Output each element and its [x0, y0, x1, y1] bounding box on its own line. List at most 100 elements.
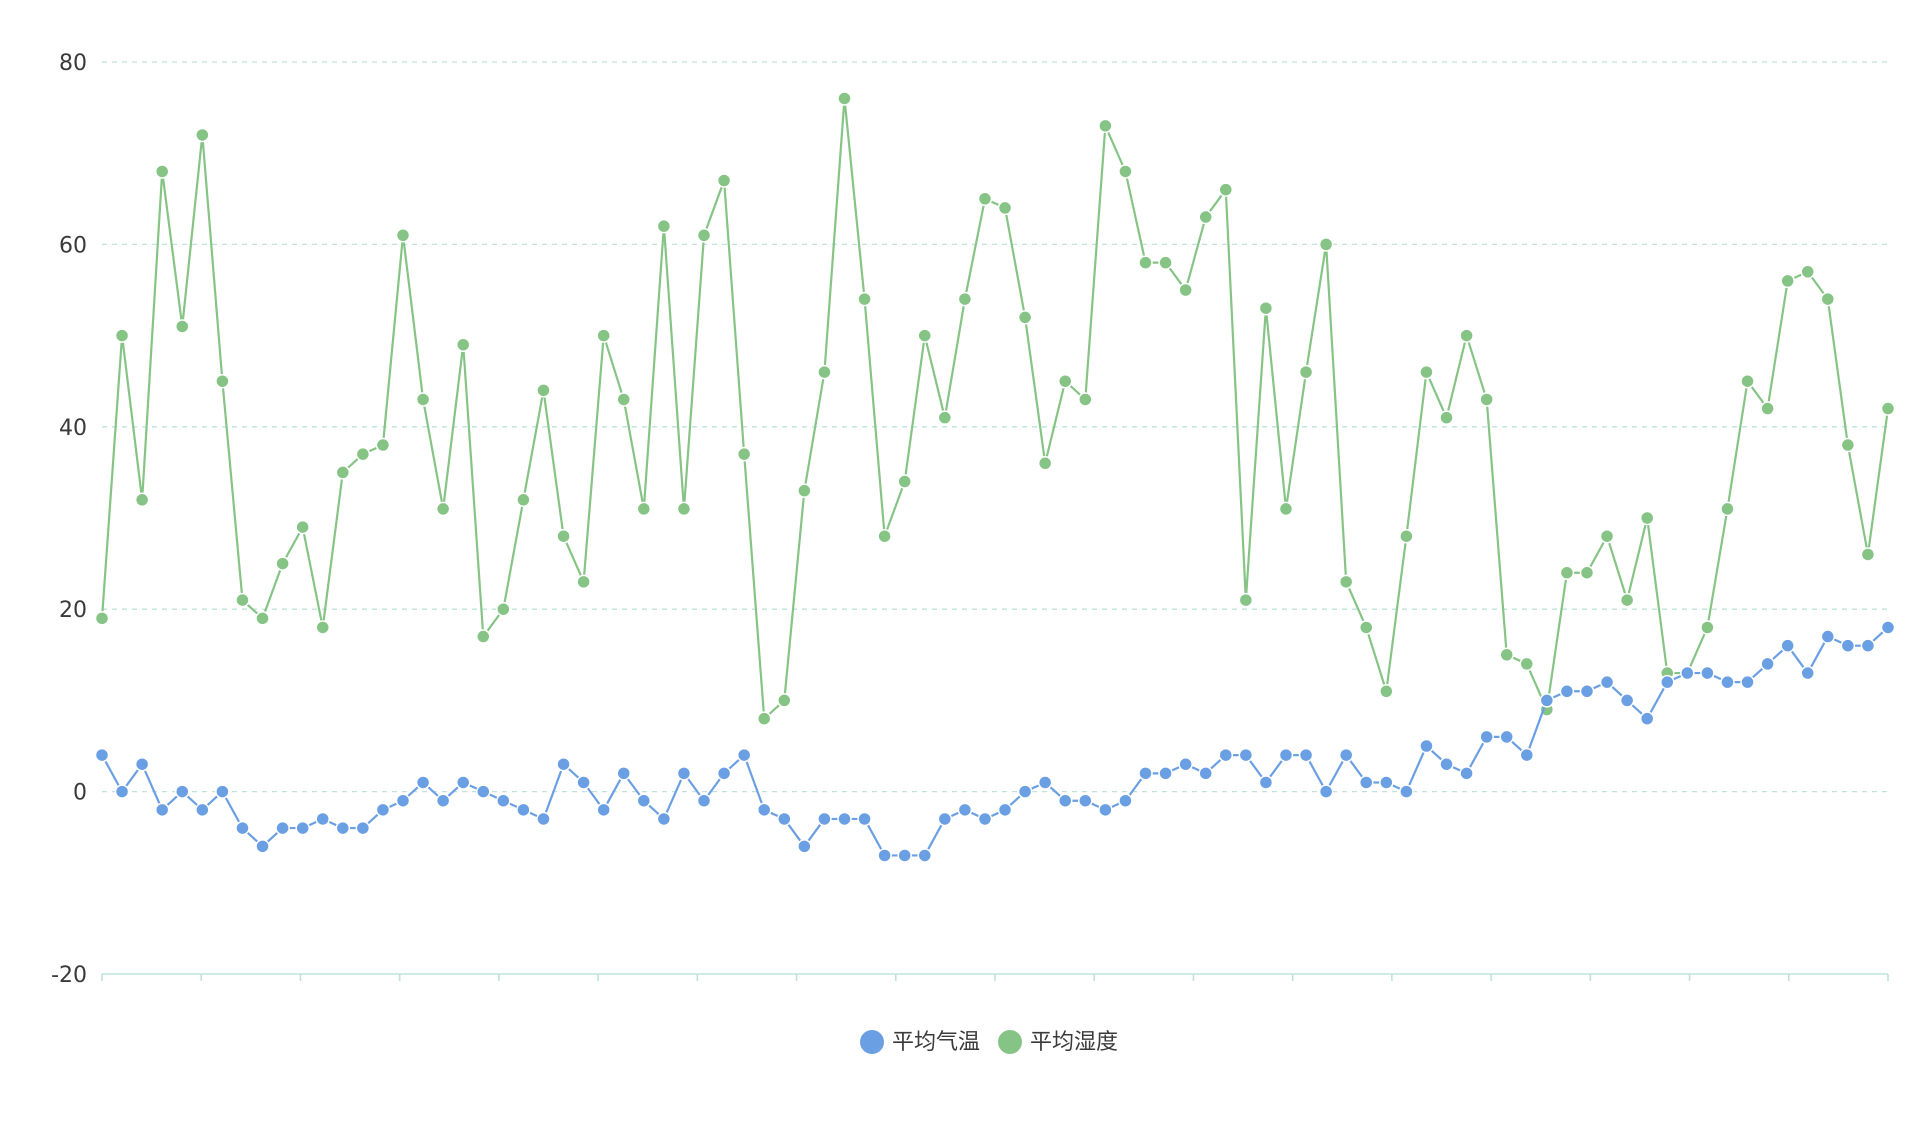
data-point[interactable] [1760, 656, 1775, 672]
data-point[interactable] [1419, 364, 1434, 380]
data-point[interactable] [1057, 373, 1073, 389]
data-point[interactable] [997, 802, 1013, 818]
data-point[interactable] [1660, 674, 1675, 690]
data-point[interactable] [656, 218, 672, 234]
data-point[interactable] [1519, 656, 1535, 672]
data-point[interactable] [917, 328, 933, 343]
data-point[interactable] [1298, 747, 1314, 763]
data-point[interactable] [1619, 592, 1635, 608]
data-point[interactable] [1318, 784, 1334, 799]
data-point[interactable] [1218, 182, 1234, 197]
data-point[interactable] [1439, 410, 1454, 425]
data-point[interactable] [455, 337, 471, 352]
data-point[interactable] [536, 811, 551, 827]
data-point[interactable] [1820, 629, 1836, 644]
data-point[interactable] [1318, 237, 1334, 252]
data-point[interactable] [756, 711, 772, 726]
data-point[interactable] [696, 793, 712, 808]
data-point[interactable] [154, 164, 170, 179]
data-point[interactable] [1338, 574, 1354, 590]
data-point[interactable] [716, 173, 732, 188]
data-point[interactable] [937, 811, 953, 827]
data-point[interactable] [1258, 775, 1274, 790]
data-point[interactable] [576, 574, 591, 590]
data-point[interactable] [977, 811, 993, 827]
data-point[interactable] [1198, 766, 1213, 781]
data-point[interactable] [1780, 273, 1795, 289]
data-point[interactable] [195, 127, 210, 143]
data-point[interactable] [415, 392, 431, 407]
data-point[interactable] [1017, 310, 1033, 325]
data-point[interactable] [1720, 501, 1735, 517]
data-point[interactable] [1499, 647, 1514, 663]
data-point[interactable] [94, 611, 110, 626]
data-point[interactable] [997, 200, 1013, 216]
data-point[interactable] [1037, 775, 1053, 790]
data-point[interactable] [275, 820, 290, 836]
data-point[interactable] [576, 775, 591, 790]
data-point[interactable] [1238, 592, 1254, 608]
data-point[interactable] [455, 775, 471, 790]
data-point[interactable] [255, 611, 270, 626]
data-point[interactable] [154, 802, 170, 818]
data-point[interactable] [797, 483, 812, 498]
data-point[interactable] [1178, 282, 1193, 298]
data-point[interactable] [516, 492, 531, 508]
data-point[interactable] [1599, 674, 1615, 690]
data-point[interactable] [395, 228, 411, 243]
data-point[interactable] [1078, 793, 1093, 808]
data-point[interactable] [1559, 565, 1575, 580]
data-point[interactable] [1800, 665, 1815, 681]
data-point[interactable] [94, 747, 110, 763]
data-point[interactable] [857, 291, 872, 307]
data-point[interactable] [1459, 766, 1474, 781]
data-point[interactable] [1479, 392, 1494, 407]
data-point[interactable] [134, 756, 150, 772]
data-point[interactable] [1178, 756, 1193, 772]
data-point[interactable] [1579, 565, 1595, 580]
data-point[interactable] [375, 802, 391, 818]
data-point[interactable] [636, 501, 652, 517]
data-point[interactable] [676, 766, 692, 781]
data-point[interactable] [1459, 328, 1474, 343]
data-point[interactable] [1057, 793, 1073, 808]
data-point[interactable] [897, 848, 912, 863]
data-point[interactable] [1379, 775, 1394, 790]
data-point[interactable] [195, 802, 210, 818]
data-point[interactable] [977, 191, 993, 207]
data-point[interactable] [1800, 264, 1815, 280]
data-point[interactable] [736, 446, 752, 462]
data-point[interactable] [636, 793, 652, 808]
data-point[interactable] [696, 228, 712, 243]
data-point[interactable] [1499, 729, 1514, 745]
data-point[interactable] [1238, 747, 1254, 763]
data-point[interactable] [1780, 638, 1795, 653]
data-point[interactable] [937, 410, 953, 425]
data-point[interactable] [736, 747, 752, 763]
data-point[interactable] [957, 802, 973, 818]
data-point[interactable] [676, 501, 692, 517]
data-point[interactable] [1098, 802, 1113, 818]
data-point[interactable] [415, 775, 431, 790]
data-point[interactable] [957, 291, 973, 307]
data-point[interactable] [1860, 638, 1876, 653]
data-point[interactable] [556, 756, 571, 772]
data-point[interactable] [1017, 784, 1033, 799]
data-point[interactable] [917, 848, 933, 863]
data-point[interactable] [1098, 118, 1113, 134]
data-point[interactable] [1740, 373, 1755, 389]
data-point[interactable] [777, 811, 792, 827]
data-point[interactable] [1037, 456, 1053, 471]
data-point[interactable] [1840, 638, 1856, 653]
data-point[interactable] [1298, 364, 1314, 380]
data-point[interactable] [516, 802, 531, 818]
data-point[interactable] [1639, 711, 1655, 726]
data-point[interactable] [1399, 528, 1414, 544]
data-point[interactable] [1700, 620, 1715, 635]
data-point[interactable] [1218, 747, 1234, 763]
data-point[interactable] [857, 811, 872, 827]
data-point[interactable] [275, 556, 290, 571]
data-point[interactable] [315, 811, 330, 827]
data-point[interactable] [1639, 510, 1655, 526]
data-point[interactable] [1158, 255, 1173, 270]
